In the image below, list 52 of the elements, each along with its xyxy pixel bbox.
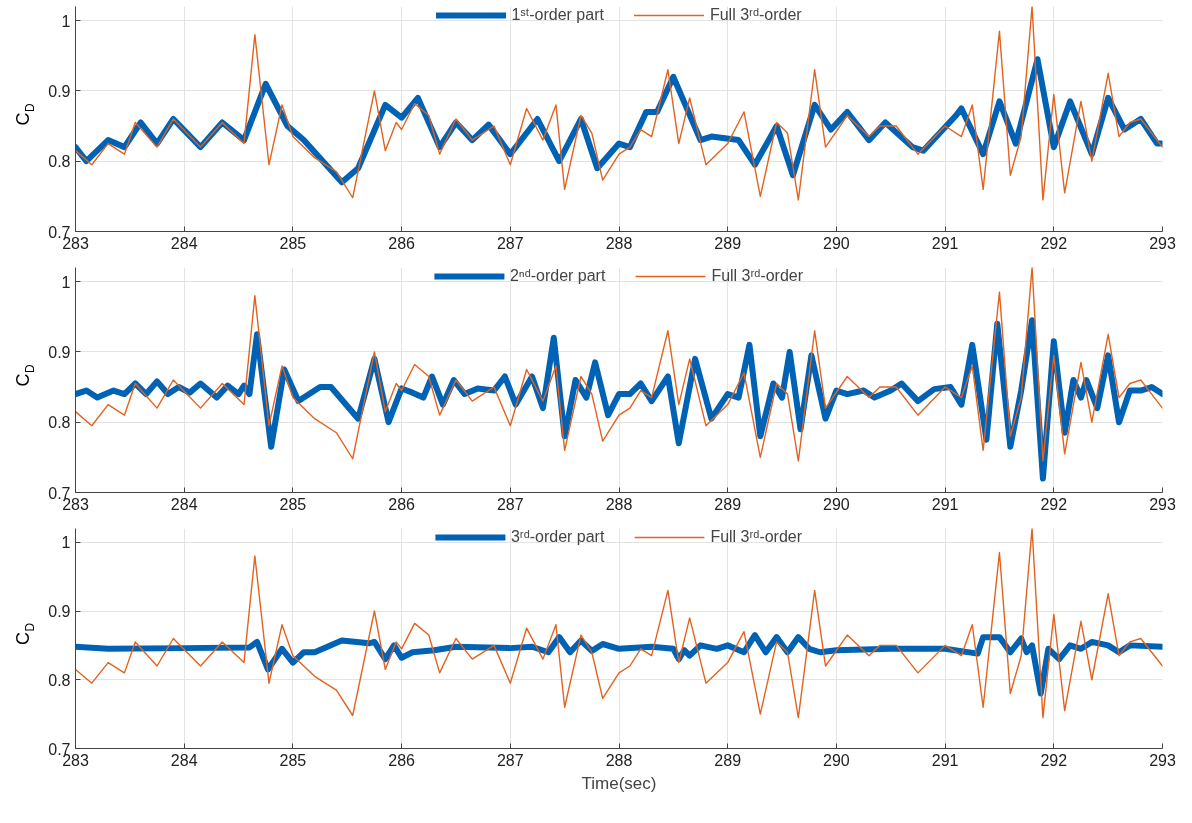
y-tick-label: 0.9	[48, 82, 71, 100]
legend-label: 2ⁿᵈ-order part	[509, 267, 606, 285]
x-tick-label: 287	[496, 751, 524, 769]
x-tick-label: 290	[823, 751, 850, 769]
x-tick-label: 286	[388, 234, 416, 252]
y-tick-label: 1	[61, 534, 71, 552]
x-tick-label: 284	[170, 234, 198, 252]
x-tick-label: 290	[823, 234, 850, 252]
x-tick-label: 292	[1040, 234, 1068, 252]
x-tick-label: 289	[714, 751, 742, 769]
x-tick-label: 293	[1149, 234, 1176, 252]
x-tick-label: 285	[279, 234, 307, 252]
legend-label: 1ˢᵗ-order part	[511, 6, 604, 24]
x-tick-label: 288	[605, 751, 633, 769]
x-tick-label: 288	[605, 234, 633, 252]
x-tick-label: 293	[1149, 751, 1176, 769]
line-series	[75, 6, 1163, 201]
x-tick-label: 291	[931, 751, 959, 769]
x-tick-label: 284	[170, 495, 198, 513]
x-tick-label: 286	[388, 751, 416, 769]
x-tick-label: 292	[1040, 751, 1068, 769]
x-tick-label: 287	[496, 234, 524, 252]
legend-label: Full 3ʳᵈ-order	[709, 6, 802, 24]
x-axis-title: Time(sec)	[581, 773, 657, 793]
legend-label: Full 3ʳᵈ-order	[711, 267, 804, 285]
x-tick-label: 291	[931, 234, 959, 252]
x-tick-label: 286	[388, 495, 416, 513]
legend-label: Full 3ʳᵈ-order	[710, 528, 803, 546]
legend-label: 3ʳᵈ-order part	[510, 528, 605, 546]
line-series	[75, 267, 1163, 462]
x-tick-label: 293	[1149, 495, 1176, 513]
y-tick-label: 1	[61, 273, 71, 291]
line-series	[75, 528, 1163, 719]
y-tick-label: 0.8	[48, 671, 71, 689]
x-tick-label: 285	[279, 751, 307, 769]
x-tick-label: 291	[931, 495, 959, 513]
x-tick-label: 289	[714, 495, 742, 513]
y-tick-label: 0.9	[48, 343, 71, 361]
y-axis-title: CD	[12, 103, 37, 126]
y-tick-label: 0.9	[48, 603, 71, 620]
x-tick-label: 284	[170, 751, 198, 769]
y-tick-label: 0.8	[48, 414, 71, 432]
x-tick-label: 287	[496, 495, 524, 513]
x-tick-label: 290	[823, 495, 850, 513]
x-tick-label: 292	[1040, 495, 1068, 513]
y-axis-title: CD	[12, 364, 37, 387]
y-tick-label: 1	[61, 12, 71, 30]
x-tick-label: 285	[279, 495, 307, 513]
x-tick-label: 288	[605, 495, 633, 513]
y-tick-label: 0.8	[48, 153, 71, 171]
x-tick-label: 289	[714, 234, 742, 252]
y-axis-title: CD	[12, 622, 37, 645]
